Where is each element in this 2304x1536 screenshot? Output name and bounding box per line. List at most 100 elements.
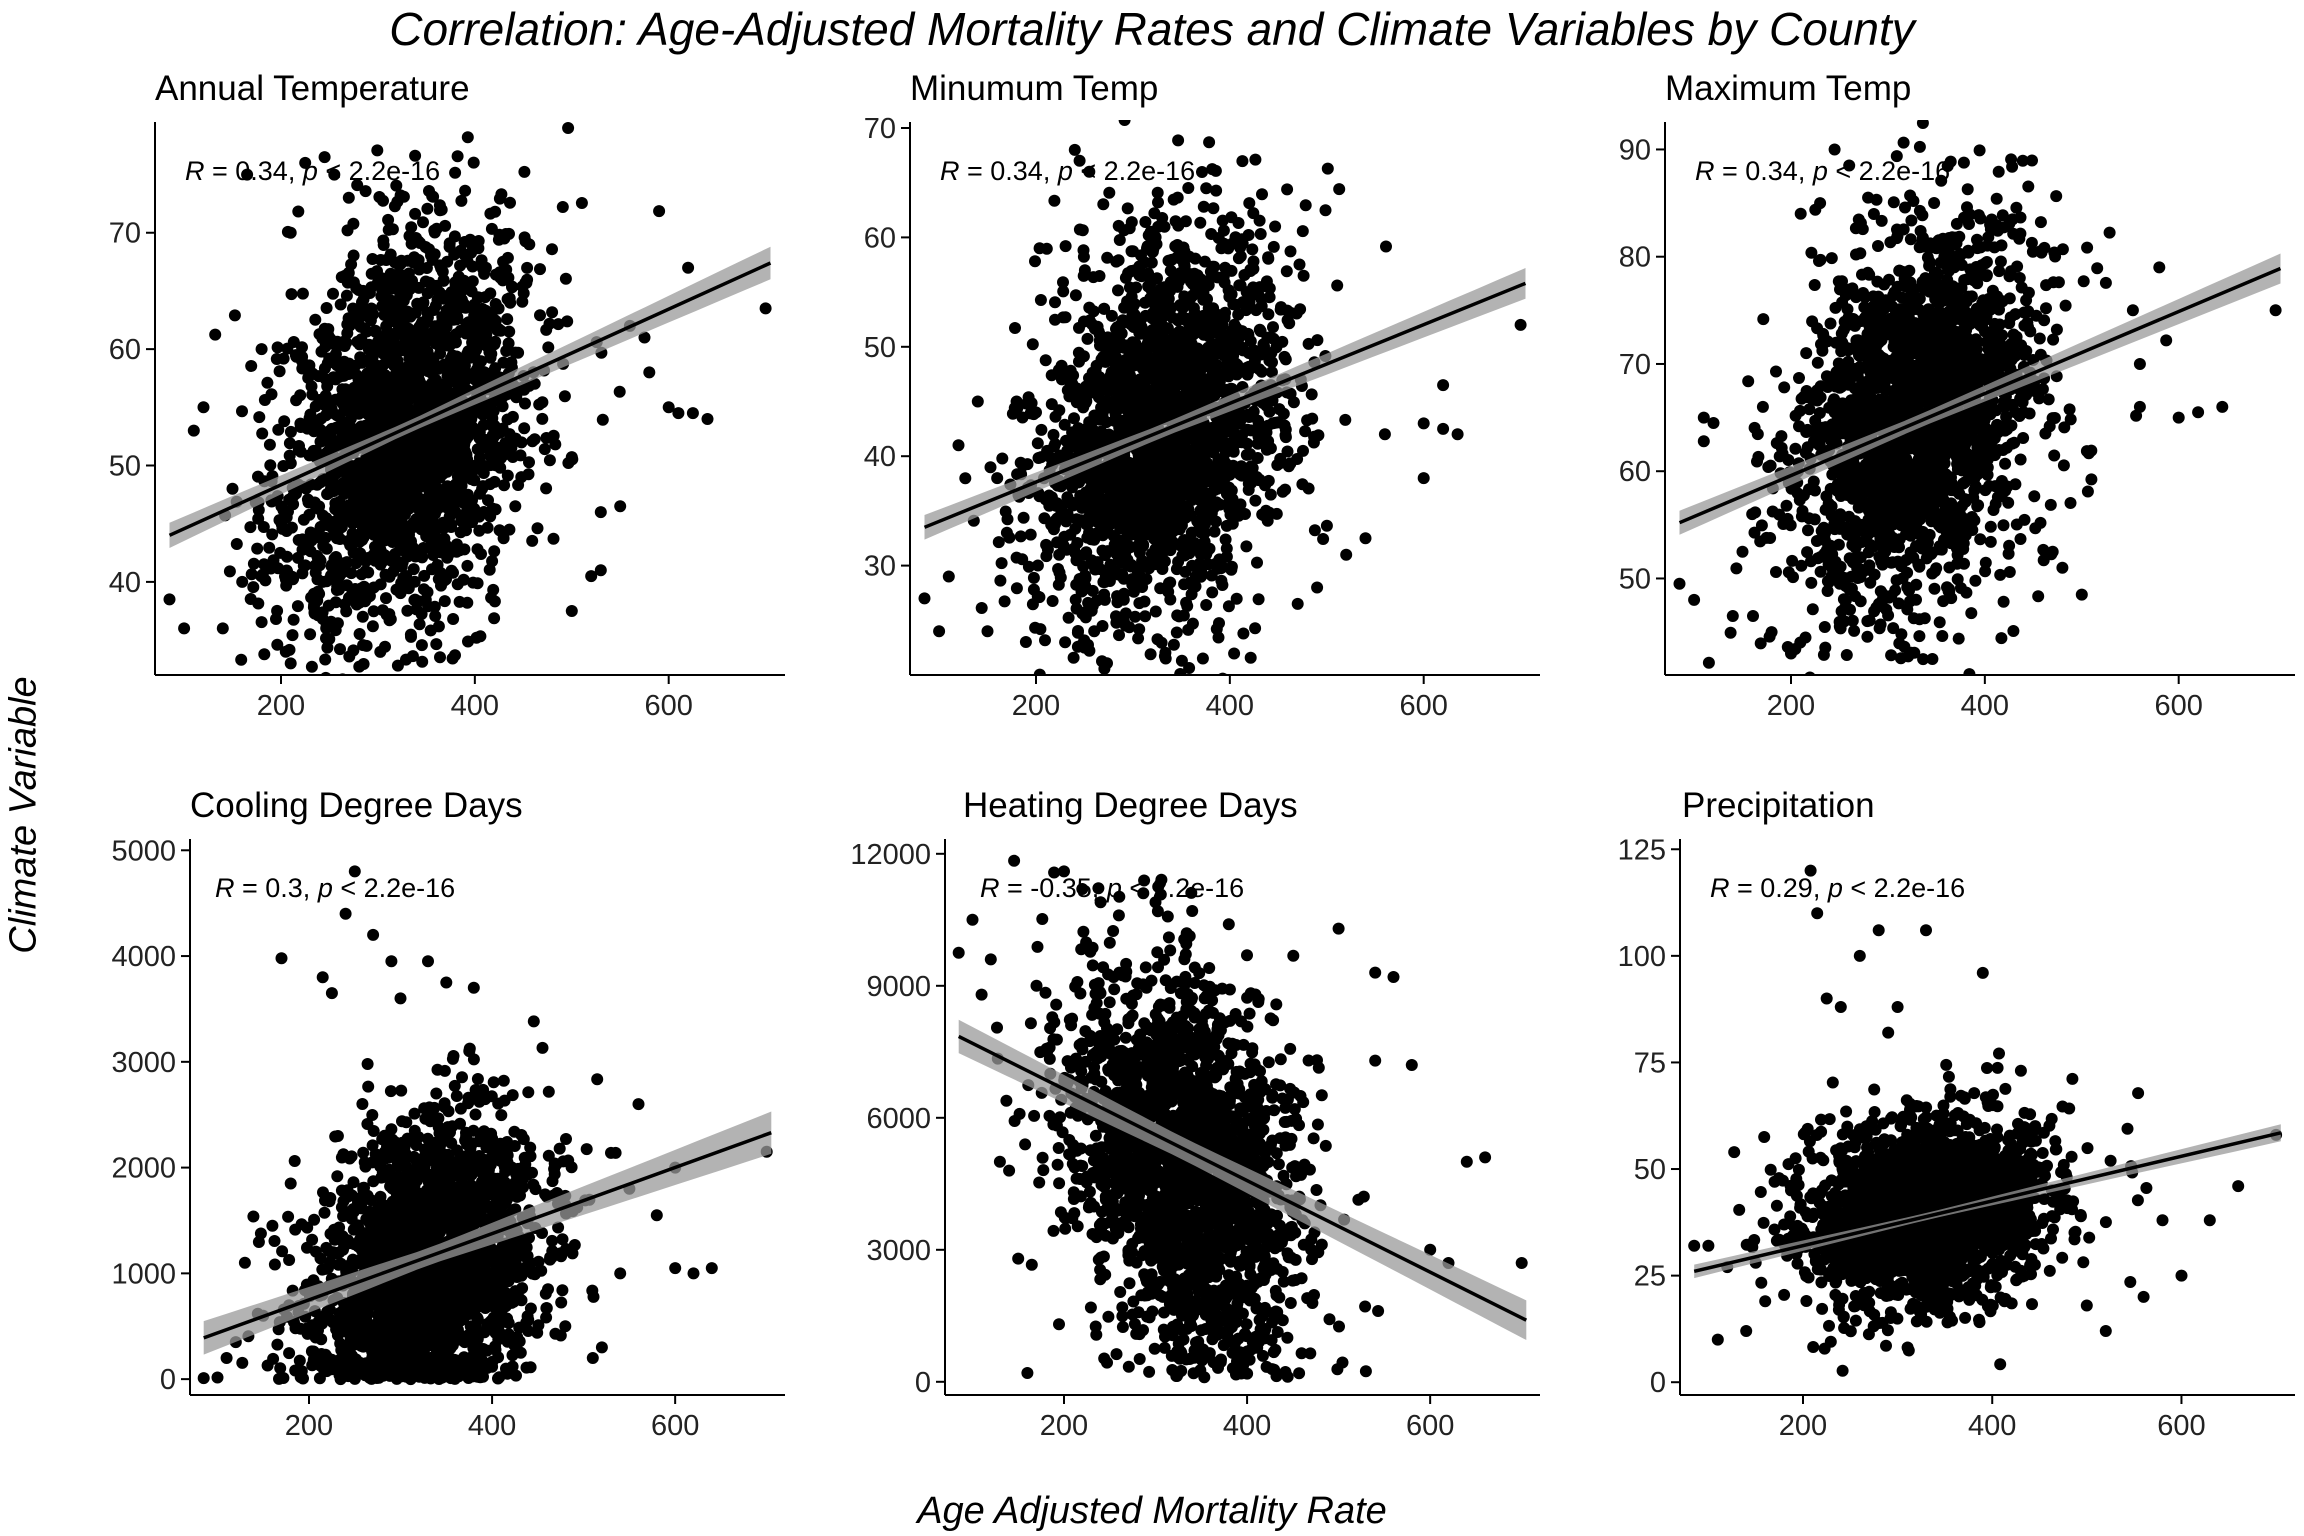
data-point [561,315,574,328]
data-point [546,243,558,256]
data-point [1216,214,1229,227]
data-point [1109,394,1122,407]
data-point [421,202,434,215]
data-point [285,288,298,301]
data-point [1137,538,1150,551]
data-point [1134,373,1147,386]
data-point [313,587,326,600]
data-point [1113,234,1126,246]
data-point [1234,279,1247,292]
data-point [419,241,432,253]
data-point [417,216,429,229]
data-point [372,384,385,397]
data-point [1244,448,1256,460]
data-point [455,514,468,527]
x-tick-label: 200 [257,690,305,722]
data-point [1969,574,1982,587]
y-tick-label: 50 [109,451,141,483]
data-point [1264,331,1277,344]
data-point [1195,439,1208,452]
data-point [538,443,551,456]
data-point [341,416,354,429]
data-point [1138,595,1151,608]
data-point [1232,252,1245,265]
data-point [1088,409,1101,422]
data-point [329,624,342,637]
annotation-r: R [940,156,960,186]
data-point [1086,584,1099,597]
data-point [279,570,291,583]
data-point [1172,219,1185,232]
data-point [1126,379,1139,392]
data-point [1124,349,1137,362]
data-point [391,354,404,367]
data-point [1227,445,1240,458]
data-point [1290,307,1303,320]
data-point [345,391,358,404]
data-point [536,412,549,425]
data-point [1053,404,1066,417]
y-tick-label: 40 [109,567,141,599]
data-point [438,532,451,545]
data-point [314,435,327,448]
data-point [1267,321,1279,334]
data-point [397,311,410,324]
data-point [1068,412,1080,425]
data-point [1120,339,1133,352]
data-point [1974,533,1987,546]
data-point [438,595,451,608]
data-point [434,651,446,664]
data-point [1135,320,1148,333]
data-point [1133,569,1146,582]
data-point [330,409,343,422]
data-point [402,267,415,280]
data-point [359,185,372,198]
data-point [509,500,522,513]
data-point [1152,196,1164,209]
data-point [992,536,1005,549]
data-point [1186,347,1199,360]
data-point [1179,458,1192,470]
data-point [1167,505,1180,518]
data-point [1043,489,1056,502]
data-point [1247,262,1260,275]
data-point [489,503,502,516]
data-point [374,578,387,591]
data-point [296,350,309,363]
data-point [366,396,379,409]
data-point [384,510,397,522]
data-point [1206,586,1219,599]
data-point [1181,600,1194,612]
data-point [501,251,514,264]
data-point [478,267,491,280]
data-point [1049,438,1062,450]
data-point [1130,492,1143,505]
data-point [1017,511,1030,524]
data-point [959,472,972,485]
data-point [485,591,498,604]
data-point [1157,481,1170,494]
data-point [436,434,449,447]
data-point [411,491,424,504]
data-point [284,425,297,438]
data-point [396,543,409,556]
data-point [357,293,370,306]
data-point [1786,554,1799,567]
data-point [1040,242,1053,255]
data-point [502,337,515,350]
data-point [953,718,965,730]
data-point [1201,457,1214,469]
data-point [1117,572,1130,585]
data-point [1170,626,1183,639]
data-point [1140,476,1153,489]
data-point [398,339,410,352]
data-point [244,593,257,605]
data-point [342,191,355,204]
data-point [1125,216,1138,229]
data-point [1317,533,1330,545]
data-point [1014,530,1027,543]
data-point [488,475,501,488]
data-point [1196,652,1209,665]
data-point [317,509,329,522]
